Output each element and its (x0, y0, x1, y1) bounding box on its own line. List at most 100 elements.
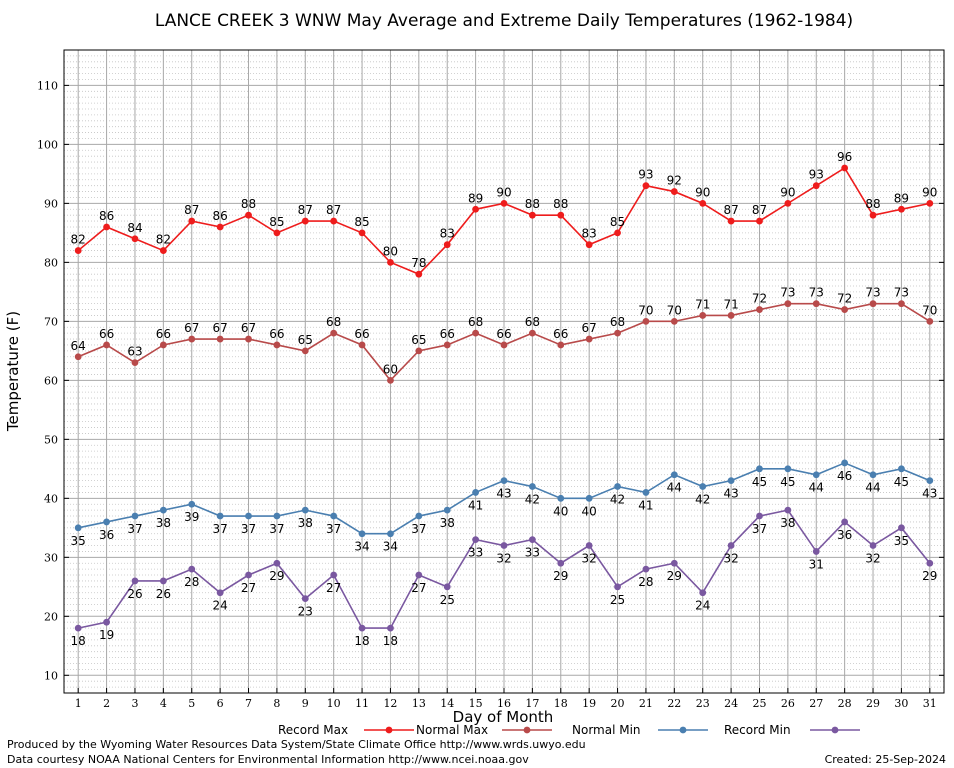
record-max-data-label: 87 (723, 203, 738, 217)
record-min-point (415, 571, 423, 579)
record-max-point (699, 199, 707, 207)
normal-min-data-label: 44 (809, 481, 824, 495)
x-tick-label: 29 (866, 697, 880, 710)
normal-max-point (131, 359, 139, 367)
record-min-data-label: 32 (723, 552, 738, 566)
normal-max-data-label: 73 (865, 286, 880, 300)
normal-min-point (330, 512, 338, 520)
normal-min-data-label: 35 (71, 534, 86, 548)
record-max-data-label: 83 (440, 227, 455, 241)
normal-min-point (614, 483, 621, 490)
normal-min-point (74, 524, 82, 532)
normal-max-point (301, 347, 309, 355)
normal-min-data-label: 43 (922, 487, 937, 501)
record-max-data-label: 90 (496, 185, 511, 199)
normal-min-point (528, 483, 536, 490)
normal-min-data-label: 41 (638, 498, 653, 512)
record-max-data-label: 87 (184, 203, 199, 217)
record-max-point (188, 217, 196, 225)
record-min-point (216, 589, 224, 597)
normal-min-point (301, 506, 309, 514)
record-min-point (784, 506, 792, 514)
record-min-data-label: 33 (525, 546, 540, 560)
legend: Record Max Normal Max Normal Min Record Min (278, 723, 860, 737)
x-tick-label: 27 (809, 697, 823, 710)
x-tick-label: 18 (554, 697, 568, 710)
x-tick-label: 8 (273, 697, 280, 710)
normal-min-data-label: 37 (326, 522, 341, 536)
record-min-point (330, 571, 338, 579)
record-min-point (869, 542, 877, 549)
normal-min-point (699, 483, 707, 490)
x-tick-label: 17 (525, 697, 539, 710)
record-min-data-label: 29 (667, 569, 682, 583)
record-max-data-label: 93 (809, 168, 824, 182)
normal-min-point (756, 465, 763, 473)
normal-max-data-label: 65 (298, 333, 313, 347)
normal-max-data-label: 66 (496, 327, 511, 341)
normal-min-point (415, 512, 423, 520)
normal-max-data-label: 65 (411, 333, 426, 347)
normal-max-data-label: 67 (212, 321, 227, 335)
normal-max-data-label: 67 (241, 321, 256, 335)
record-max-point (74, 247, 82, 254)
normal-max-point (273, 341, 281, 349)
record-min-point (670, 559, 678, 567)
record-max-data-label: 87 (298, 203, 313, 217)
normal-max-data-label: 63 (127, 345, 142, 359)
record-max-point (528, 211, 536, 219)
normal-max-point (415, 347, 423, 355)
legend-entry-normal-min: Normal Min (572, 723, 708, 737)
record-max-point (812, 182, 820, 190)
record-max-data-label: 82 (71, 233, 86, 247)
x-tick-label: 13 (412, 697, 426, 710)
record-min-data-label: 27 (411, 581, 426, 595)
normal-min-data-label: 37 (269, 522, 284, 536)
y-tick-label: 100 (37, 138, 58, 151)
record-max-point (585, 241, 593, 249)
record-max-data-label: 88 (241, 197, 256, 211)
record-min-point (443, 583, 451, 591)
record-min-data-label: 37 (752, 522, 767, 536)
normal-min-point (131, 512, 139, 520)
normal-min-data-label: 37 (127, 522, 142, 536)
record-max-data-label: 88 (865, 197, 880, 211)
normal-min-point (245, 512, 252, 520)
record-min-data-label: 18 (383, 634, 398, 648)
normal-max-point (699, 312, 707, 319)
normal-max-data-label: 60 (383, 362, 398, 376)
record-max-data-label: 85 (610, 215, 625, 229)
normal-max-point (443, 341, 451, 349)
record-max-point (245, 211, 252, 219)
normal-max-data-label: 68 (525, 315, 540, 329)
normal-max-point (642, 317, 650, 325)
record-max-point (500, 199, 508, 207)
normal-max-point (898, 300, 905, 308)
record-max-point (131, 235, 139, 243)
legend-label: Normal Min (572, 723, 641, 737)
footer-data-courtesy: Data courtesy NOAA National Centers for … (7, 753, 529, 766)
record-min-point (841, 518, 849, 526)
normal-min-point (358, 530, 366, 538)
normal-max-data-label: 70 (922, 303, 937, 317)
record-max-point (159, 247, 167, 254)
x-tick-label: 3 (131, 697, 138, 710)
legend-entry-record-min: Record Min (724, 723, 860, 737)
record-max-point (642, 182, 650, 190)
record-max-data-label: 86 (99, 209, 114, 223)
normal-max-data-label: 67 (184, 321, 199, 335)
normal-max-point (330, 329, 338, 337)
normal-min-point (557, 494, 565, 502)
record-max-point (784, 199, 792, 207)
record-min-data-label: 29 (922, 569, 937, 583)
normal-max-point (727, 312, 735, 319)
record-min-data-label: 28 (184, 575, 199, 589)
record-min-data-label: 32 (865, 552, 880, 566)
record-min-point (188, 565, 196, 573)
normal-max-data-label: 70 (667, 303, 682, 317)
normal-max-point (926, 317, 934, 325)
series: 82 86 84 82 87 86 88 85 87 87 85 80 78 83 89 90 88 88 83 85… (71, 150, 938, 648)
normal-max-data-label: 73 (894, 286, 909, 300)
record-min-data-label: 32 (496, 552, 511, 566)
record-max-data-label: 86 (212, 209, 227, 223)
